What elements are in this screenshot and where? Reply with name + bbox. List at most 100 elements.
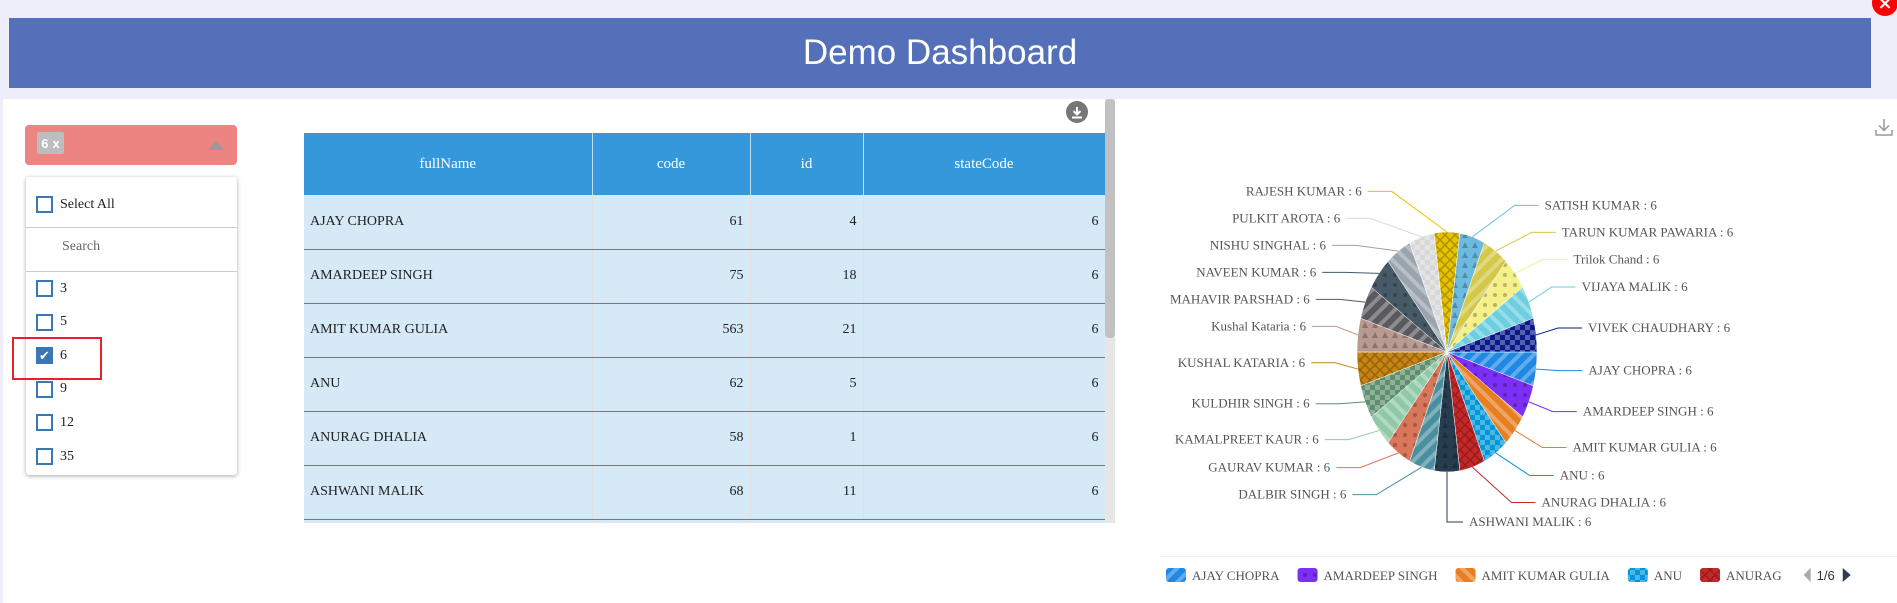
legend-item[interactable]: AMARDEEP SINGH [1324, 568, 1438, 583]
checkbox[interactable]: ✔ [36, 347, 53, 365]
label-leader-line [1312, 325, 1359, 336]
slice-label: Kushal Kataria : 6 [1211, 318, 1306, 333]
checkbox[interactable] [36, 280, 53, 297]
slice-label: MAHAVIR PARSHAD : 6 [1170, 291, 1310, 306]
table-row[interactable]: ANU 62 5 6 [304, 357, 1105, 412]
slice-label: AMARDEEP SINGH : 6 [1583, 404, 1714, 419]
option-12[interactable]: 12 [36, 414, 74, 432]
slice-label: VIJAYA MALIK : 6 [1582, 279, 1689, 294]
column-header-code[interactable]: code [592, 133, 751, 195]
pie-chart: SATISH KUMAR : 6 TARUN KUMAR PAWARIA : 6 T… [1170, 183, 1734, 529]
cell-stateCode: 6 [863, 465, 1105, 520]
cell-id: 5 [750, 357, 864, 412]
slice-label: RAJESH KUMAR : 6 [1246, 183, 1362, 198]
cell-stateCode [863, 519, 1105, 523]
legend-swatch[interactable] [1700, 568, 1721, 582]
slice-label: NISHU SINGHAL : 6 [1210, 237, 1327, 252]
option-label: 5 [60, 314, 67, 330]
legend-prev-icon[interactable] [1803, 568, 1811, 582]
cell-fullName [304, 519, 593, 523]
cell-code: 61 [592, 195, 751, 250]
download-icon[interactable] [1874, 117, 1894, 142]
label-leader-line [1311, 362, 1359, 370]
cell-stateCode: 6 [863, 357, 1105, 412]
legend-item[interactable]: ANU [1654, 568, 1683, 583]
option-label: 12 [60, 414, 74, 430]
legend-item[interactable]: AMIT KUMAR GULIA [1482, 568, 1611, 583]
slice-label: ANURAG DHALIA : 6 [1541, 495, 1666, 510]
cell-id: 1 [750, 411, 864, 466]
legend-swatch[interactable] [1627, 568, 1648, 582]
table-row[interactable]: ANURAG DHALIA 58 1 6 [304, 411, 1105, 466]
label-leader-line [1514, 258, 1568, 274]
option-label: Select All [60, 196, 115, 212]
slice-label: AJAY CHOPRA : 6 [1588, 363, 1692, 378]
download-circle-icon[interactable] [1066, 101, 1088, 123]
table-scrollbar[interactable] [1105, 99, 1115, 523]
pie-slice[interactable] [1446, 317, 1538, 353]
cell-fullName: AJAY CHOPRA [304, 195, 593, 250]
option-label: 6 [60, 347, 67, 363]
chip-remove-button[interactable]: x [52, 135, 60, 151]
cell-stateCode: 6 [863, 195, 1105, 250]
slice-label: Trilok Chand : 6 [1574, 251, 1660, 266]
label-leader-line [1536, 368, 1583, 372]
cell-code: 75 [592, 249, 751, 304]
checkbox[interactable] [36, 414, 53, 432]
label-leader-line [1367, 190, 1448, 233]
checkbox[interactable] [36, 196, 53, 213]
slice-label: KUSHAL KATARIA : 6 [1178, 355, 1306, 370]
table-row[interactable]: AMIT KUMAR GULIA 563 21 6 [304, 303, 1105, 358]
option-label: 35 [60, 448, 74, 464]
column-header-fullName[interactable]: fullName [304, 133, 593, 195]
table-row[interactable]: ASHWANI MALIK 68 11 6 [304, 465, 1105, 520]
table-row[interactable]: AMARDEEP SINGH 75 18 6 [304, 249, 1105, 304]
scrollbar-thumb[interactable] [1105, 99, 1115, 338]
dashboard-header: Demo Dashboard [9, 18, 1871, 88]
legend-page: 1/6 [1817, 568, 1835, 583]
label-leader-line [1346, 217, 1422, 238]
cell-fullName: AMARDEEP SINGH [304, 249, 593, 304]
table-row[interactable] [304, 519, 1105, 523]
cell-code: 58 [592, 411, 751, 466]
cell-code: 62 [592, 357, 751, 412]
caret-up-icon[interactable] [208, 141, 224, 150]
legend-item[interactable]: ANURAG [1726, 568, 1782, 583]
legend-swatch[interactable] [1166, 568, 1186, 582]
legend-swatch[interactable] [1297, 568, 1318, 582]
label-leader-line [1315, 401, 1366, 405]
table-row[interactable]: AJAY CHOPRA 61 4 6 [304, 195, 1105, 250]
option-label: 9 [60, 381, 67, 397]
checkbox[interactable] [36, 380, 53, 398]
legend-next-icon[interactable] [1842, 568, 1851, 582]
option-6[interactable]: ✔ 6 [36, 347, 67, 365]
column-header-id[interactable]: id [750, 133, 864, 195]
slice-label: TARUN KUMAR PAWARIA : 6 [1562, 224, 1734, 239]
option-5[interactable]: 5 [36, 313, 67, 331]
label-leader-line [1528, 286, 1576, 303]
option-35[interactable]: 35 [36, 448, 74, 465]
checkbox[interactable] [36, 313, 53, 331]
option-label: 3 [60, 280, 67, 296]
slice-label: SATISH KUMAR : 6 [1545, 197, 1658, 212]
slice-label: AMIT KUMAR GULIA : 6 [1572, 440, 1717, 455]
option-3[interactable]: 3 [36, 280, 67, 297]
column-header-stateCode[interactable]: stateCode [863, 133, 1105, 195]
label-leader-line [1472, 204, 1539, 238]
option-9[interactable]: 9 [36, 380, 67, 398]
label-leader-line [1336, 452, 1399, 469]
label-leader-line [1446, 472, 1463, 523]
close-icon[interactable]: × [1872, 0, 1897, 16]
select-all-option[interactable]: Select All [36, 196, 115, 213]
slice-label: DALBIR SINGH : 6 [1238, 487, 1346, 502]
search-input[interactable] [62, 239, 212, 255]
legend-item[interactable]: AJAY CHOPRA [1192, 568, 1280, 583]
label-leader-line [1315, 298, 1366, 303]
highlight-box [12, 337, 102, 380]
legend-swatch[interactable] [1455, 568, 1476, 582]
checkbox[interactable] [36, 448, 53, 465]
slice-label: VIVEK CHAUDHARY : 6 [1588, 320, 1731, 335]
